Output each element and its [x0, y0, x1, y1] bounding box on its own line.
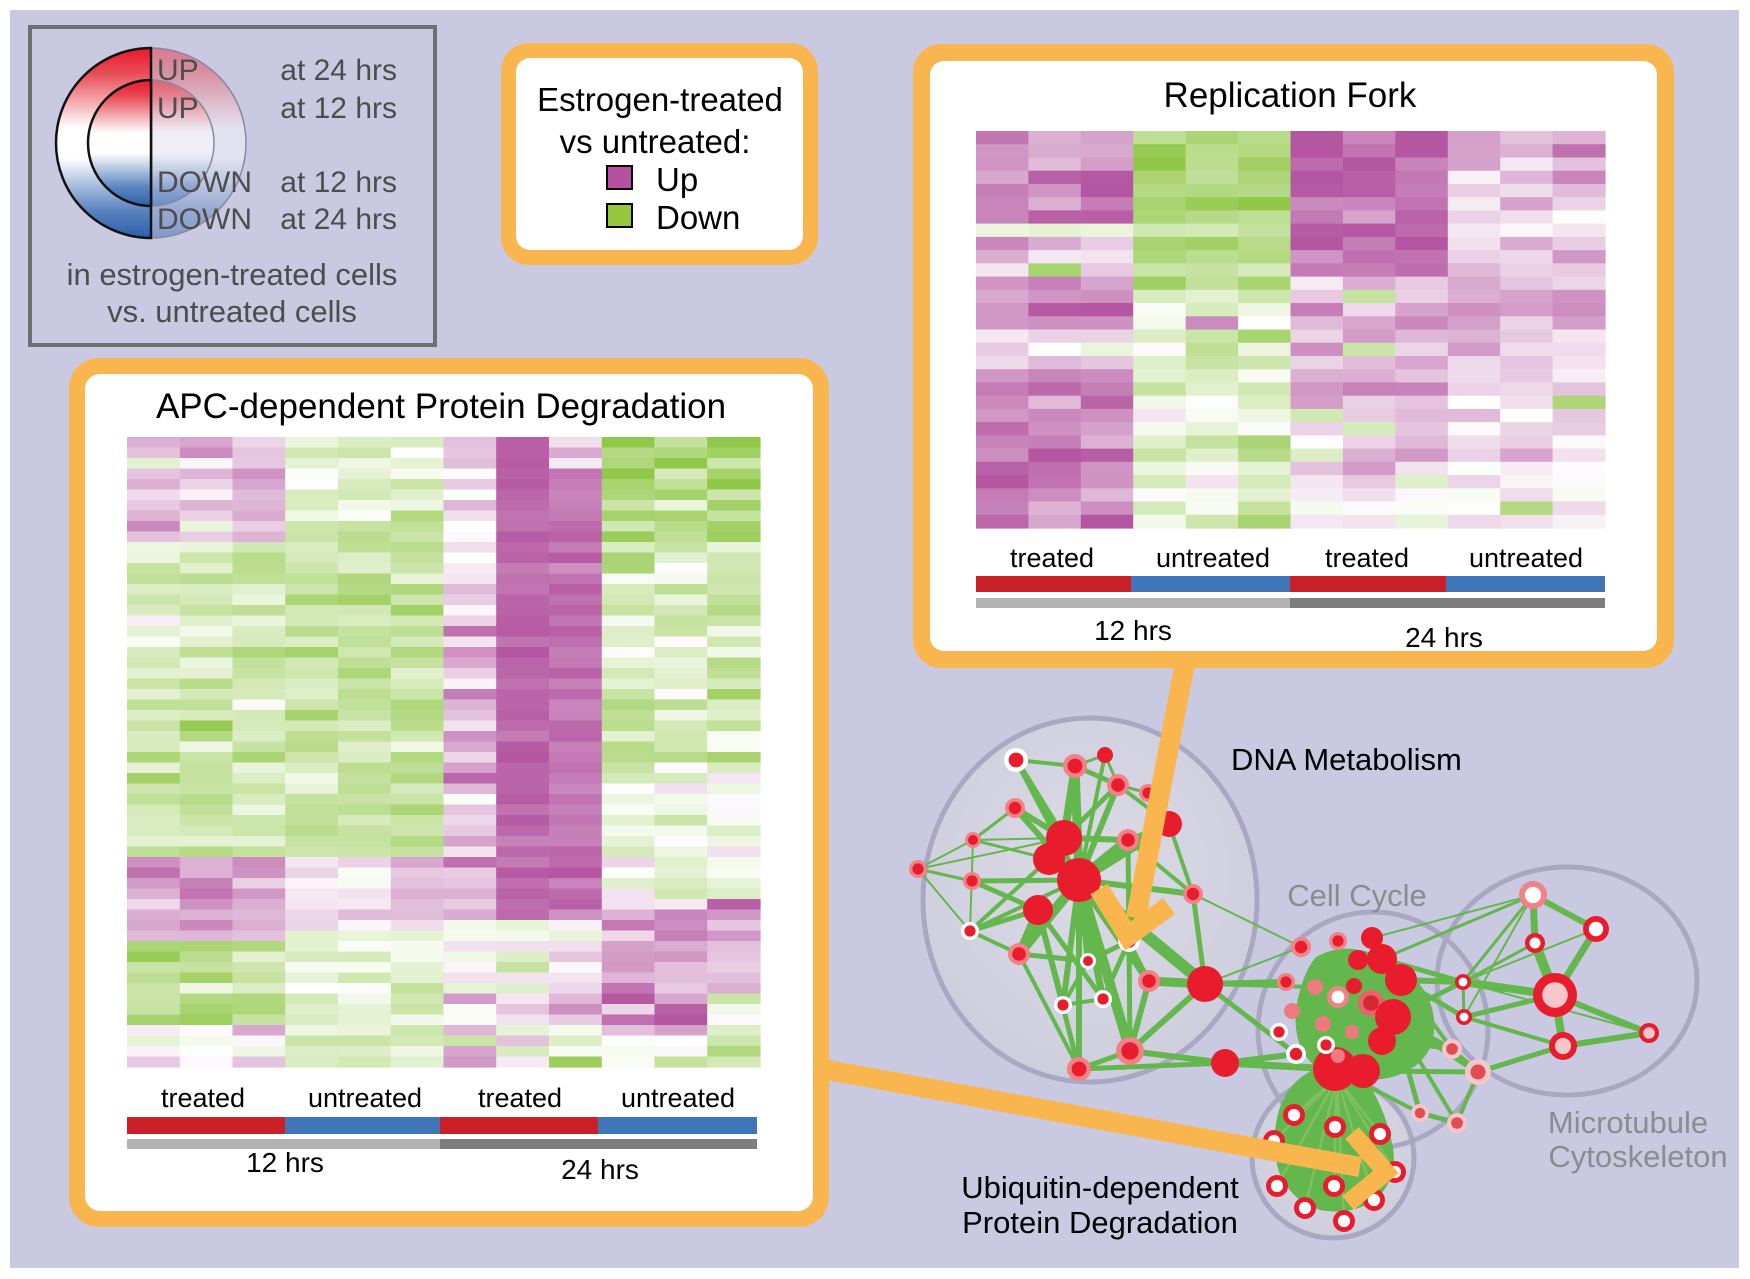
svg-text:vs. untreated cells: vs. untreated cells — [107, 294, 357, 329]
svg-text:untreated: untreated — [308, 1083, 422, 1113]
svg-text:treated: treated — [1010, 543, 1094, 573]
svg-text:UP: UP — [157, 92, 199, 125]
svg-text:vs untreated:: vs untreated: — [560, 123, 751, 160]
svg-text:untreated: untreated — [621, 1083, 735, 1113]
svg-text:untreated: untreated — [1469, 543, 1583, 573]
svg-text:UP: UP — [157, 54, 199, 87]
svg-text:Cell Cycle: Cell Cycle — [1287, 878, 1427, 913]
svg-text:treated: treated — [478, 1083, 562, 1113]
svg-text:Cytoskeleton: Cytoskeleton — [1548, 1139, 1727, 1174]
svg-text:at 12 hrs: at 12 hrs — [280, 166, 397, 199]
svg-text:Protein Degradation: Protein Degradation — [962, 1205, 1238, 1240]
svg-text:DOWN: DOWN — [157, 203, 252, 236]
svg-text:Replication Fork: Replication Fork — [1164, 76, 1417, 115]
svg-text:DNA Metabolism: DNA Metabolism — [1231, 742, 1462, 777]
svg-text:Microtubule: Microtubule — [1548, 1105, 1708, 1140]
svg-text:DOWN: DOWN — [157, 166, 252, 199]
svg-text:untreated: untreated — [1156, 543, 1270, 573]
svg-text:Estrogen-treated: Estrogen-treated — [537, 81, 783, 118]
svg-text:12 hrs: 12 hrs — [246, 1147, 324, 1178]
svg-text:at 12 hrs: at 12 hrs — [280, 92, 397, 125]
svg-text:at 24 hrs: at 24 hrs — [280, 54, 397, 87]
svg-text:APC-dependent Protein Degradat: APC-dependent Protein Degradation — [156, 387, 726, 426]
svg-text:24 hrs: 24 hrs — [1405, 622, 1483, 653]
svg-text:at 24 hrs: at 24 hrs — [280, 203, 397, 236]
svg-text:24 hrs: 24 hrs — [561, 1154, 639, 1185]
svg-text:Ubiquitin-dependent: Ubiquitin-dependent — [961, 1170, 1239, 1205]
svg-text:in estrogen-treated cells: in estrogen-treated cells — [67, 257, 398, 292]
svg-text:treated: treated — [1325, 543, 1409, 573]
svg-text:12 hrs: 12 hrs — [1094, 615, 1172, 646]
svg-text:Down: Down — [656, 199, 740, 236]
svg-text:Up: Up — [656, 161, 698, 198]
svg-text:treated: treated — [161, 1083, 245, 1113]
